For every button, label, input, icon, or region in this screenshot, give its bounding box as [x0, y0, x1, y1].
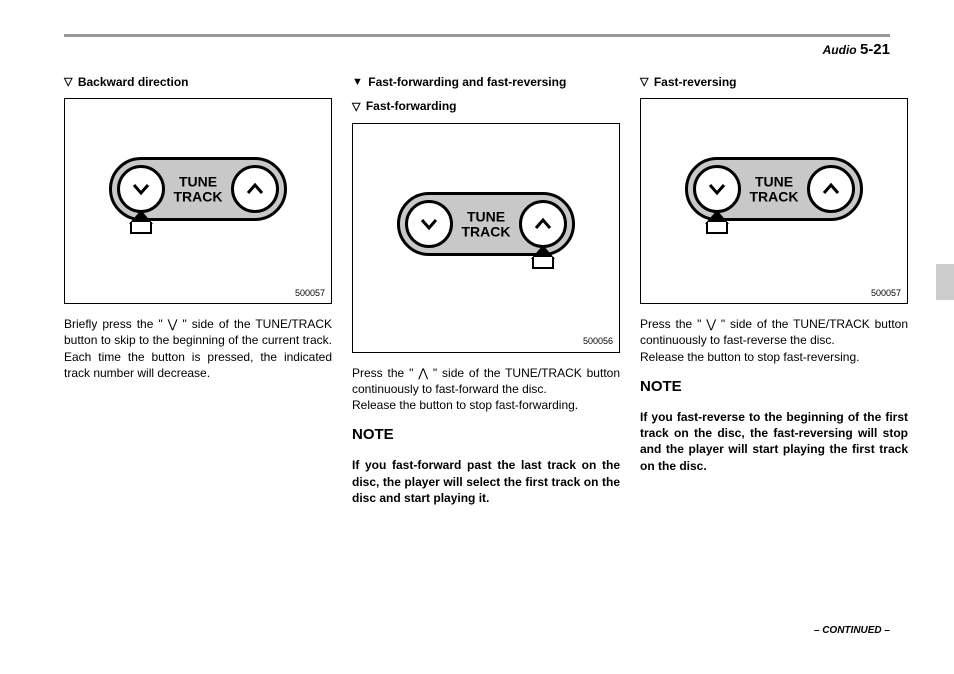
- tune-track-body: TUNE TRACK: [109, 157, 287, 221]
- chevron-up-icon: [533, 214, 553, 234]
- col1-heading-text: Backward direction: [78, 75, 189, 89]
- triangle-outline-icon: ▽: [352, 100, 360, 115]
- col3-heading-text: Fast-reversing: [654, 75, 737, 89]
- up-button: [519, 200, 567, 248]
- page: Audio 5-21 ▽ Backward direction TUNE TR: [64, 34, 890, 636]
- header-rule: [64, 34, 890, 37]
- col2-heading: ▼ Fast-forwarding and fast-reversing: [352, 74, 620, 90]
- up-button: [231, 165, 279, 213]
- chevron-down-icon: [131, 179, 151, 199]
- chevron-down-icon: [707, 179, 727, 199]
- page-number: 5-21: [860, 41, 890, 58]
- triangle-outline-icon: ▽: [640, 75, 648, 90]
- section-label: Audio: [823, 43, 857, 57]
- col2-heading-text: Fast-forwarding and fast-reversing: [368, 75, 566, 89]
- side-tab: [936, 264, 954, 300]
- figure-code: 500056: [583, 335, 613, 347]
- col1-heading: ▽ Backward direction: [64, 74, 332, 90]
- down-button: [117, 165, 165, 213]
- col2-subheading: ▽ Fast-forwarding: [352, 98, 620, 114]
- down-button: [405, 200, 453, 248]
- col1-body: Briefly press the " ⋁ " side of the TUNE…: [64, 316, 332, 381]
- note-title: NOTE: [352, 425, 620, 445]
- tune-track-illustration: TUNE TRACK: [397, 192, 575, 256]
- tune-text: TUNE: [755, 173, 793, 189]
- pointer-icon: [702, 210, 732, 240]
- figure-box-3: TUNE TRACK 500057: [640, 98, 908, 304]
- down-button: [693, 165, 741, 213]
- tune-track-illustration: TUNE TRACK: [109, 157, 287, 221]
- chevron-up-icon: [245, 179, 265, 199]
- continued-label: – CONTINUED –: [814, 625, 890, 636]
- col2-body: Press the " ⋀ " side of the TUNE/TRACK b…: [352, 365, 620, 414]
- track-text: TRACK: [750, 188, 799, 204]
- tune-text: TUNE: [179, 173, 217, 189]
- page-header: Audio 5-21: [64, 41, 890, 58]
- col3-body: Press the " ⋁ " side of the TUNE/TRACK b…: [640, 316, 908, 365]
- triangle-filled-icon: ▼: [352, 75, 363, 90]
- col3-heading: ▽ Fast-reversing: [640, 74, 908, 90]
- tune-track-label: TUNE TRACK: [462, 209, 511, 238]
- tune-track-label: TUNE TRACK: [174, 174, 223, 203]
- up-button: [807, 165, 855, 213]
- triangle-outline-icon: ▽: [64, 75, 72, 90]
- pointer-icon: [528, 245, 558, 275]
- column-2: ▼ Fast-forwarding and fast-reversing ▽ F…: [352, 74, 620, 614]
- tune-track-body: TUNE TRACK: [397, 192, 575, 256]
- tune-track-body: TUNE TRACK: [685, 157, 863, 221]
- chevron-up-icon: [821, 179, 841, 199]
- note-body: If you fast-reverse to the beginning of …: [640, 409, 908, 474]
- track-text: TRACK: [174, 188, 223, 204]
- column-3: ▽ Fast-reversing TUNE TRACK: [640, 74, 908, 614]
- note-body: If you fast-forward past the last track …: [352, 457, 620, 506]
- note-title: NOTE: [640, 377, 908, 397]
- figure-code: 500057: [295, 287, 325, 299]
- pointer-icon: [126, 210, 156, 240]
- figure-code: 500057: [871, 287, 901, 299]
- tune-text: TUNE: [467, 208, 505, 224]
- col2-subheading-text: Fast-forwarding: [366, 99, 457, 113]
- chevron-down-icon: [419, 214, 439, 234]
- tune-track-illustration: TUNE TRACK: [685, 157, 863, 221]
- figure-box-1: TUNE TRACK 500057: [64, 98, 332, 304]
- figure-box-2: TUNE TRACK 500056: [352, 123, 620, 353]
- column-1: ▽ Backward direction TUNE TRACK: [64, 74, 332, 614]
- columns: ▽ Backward direction TUNE TRACK: [64, 74, 890, 614]
- tune-track-label: TUNE TRACK: [750, 174, 799, 203]
- track-text: TRACK: [462, 223, 511, 239]
